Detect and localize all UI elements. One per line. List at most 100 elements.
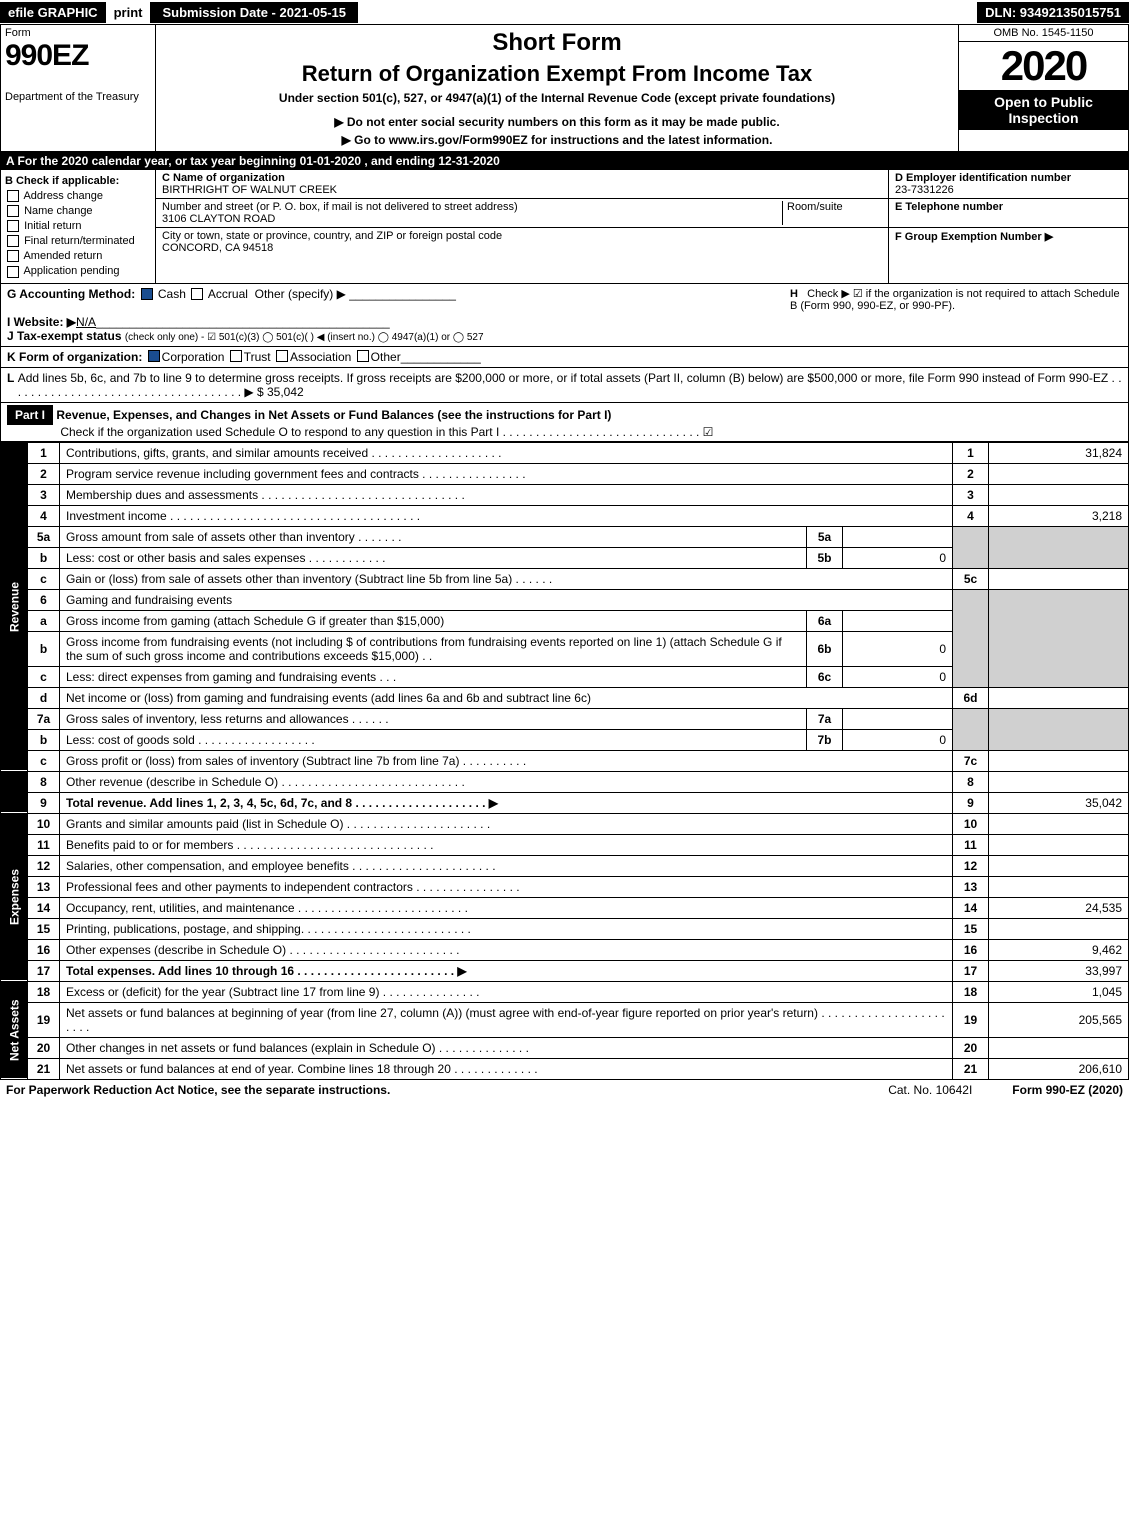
print-link[interactable]: print	[106, 2, 151, 23]
table-row: 20Other changes in net assets or fund ba…	[1, 1037, 1129, 1058]
under-section: Under section 501(c), 527, or 4947(a)(1)…	[164, 91, 950, 105]
cb-label-address: Address change	[23, 190, 103, 202]
paperwork-notice: For Paperwork Reduction Act Notice, see …	[6, 1083, 390, 1097]
table-row: 6Gaming and fundraising events	[1, 589, 1129, 610]
table-row: 8Other revenue (describe in Schedule O) …	[1, 771, 1129, 792]
j-label: J Tax-exempt status	[7, 329, 122, 343]
table-row: 7aGross sales of inventory, less returns…	[1, 708, 1129, 729]
j-detail: (check only one) - ☑ 501(c)(3) ◯ 501(c)(…	[125, 332, 484, 343]
checkbox-address-change[interactable]	[7, 190, 19, 202]
h-text: Check ▶ ☑ if the organization is not req…	[790, 288, 1120, 312]
section-l: L Add lines 5b, 6c, and 7b to line 9 to …	[0, 368, 1129, 403]
form-header: Form 990EZ Department of the Treasury Sh…	[0, 24, 1129, 152]
checkbox-assoc[interactable]	[276, 350, 288, 362]
cb-label-amended: Amended return	[23, 250, 102, 262]
cb-label-application: Application pending	[23, 265, 119, 277]
street-value: 3106 CLAYTON ROAD	[162, 213, 275, 225]
h-label: H	[790, 288, 798, 300]
return-title: Return of Organization Exempt From Incom…	[164, 61, 950, 87]
table-row: 2Program service revenue including gover…	[1, 463, 1129, 484]
k-label: K Form of organization:	[7, 350, 142, 364]
checkbox-initial-return[interactable]	[7, 220, 19, 232]
org-name: BIRTHRIGHT OF WALNUT CREEK	[162, 184, 337, 196]
goto-link[interactable]: ▶ Go to www.irs.gov/Form990EZ for instru…	[164, 133, 950, 147]
top-bar: efile GRAPHIC print Submission Date - 20…	[0, 0, 1129, 24]
table-row: 17Total expenses. Add lines 10 through 1…	[1, 960, 1129, 981]
accrual-label: Accrual	[208, 287, 248, 301]
table-row: 15Printing, publications, postage, and s…	[1, 918, 1129, 939]
header-right: OMB No. 1545-1150 2020 Open to Public In…	[958, 25, 1128, 151]
info-box: B Check if applicable: Address change Na…	[0, 170, 1129, 284]
tax-year: 2020	[959, 42, 1128, 90]
checkbox-name-change[interactable]	[7, 205, 19, 217]
checkbox-corp[interactable]	[148, 350, 160, 362]
tax-year-bar: A For the 2020 calendar year, or tax yea…	[0, 152, 1129, 170]
table-row: cGross profit or (loss) from sales of in…	[1, 750, 1129, 771]
section-k: K Form of organization: Corporation Trus…	[0, 347, 1129, 368]
table-row: 13Professional fees and other payments t…	[1, 876, 1129, 897]
open-public: Open to Public Inspection	[959, 90, 1128, 130]
table-row: cGain or (loss) from sale of assets othe…	[1, 568, 1129, 589]
street-label: Number and street (or P. O. box, if mail…	[162, 201, 518, 213]
dln: DLN: 93492135015751	[977, 2, 1129, 23]
table-row: 5aGross amount from sale of assets other…	[1, 526, 1129, 547]
info-right: D Employer identification number 23-7331…	[888, 170, 1128, 283]
line9-desc: Total revenue. Add lines 1, 2, 3, 4, 5c,…	[66, 796, 498, 810]
cb-label-initial: Initial return	[24, 220, 81, 232]
table-row: Expenses10Grants and similar amounts pai…	[1, 813, 1129, 834]
cb-label-final: Final return/terminated	[24, 235, 135, 247]
part1-title: Revenue, Expenses, and Changes in Net As…	[56, 408, 611, 422]
do-not-enter: ▶ Do not enter social security numbers o…	[164, 115, 950, 129]
part1-header: Part I	[7, 405, 53, 425]
table-row: 19Net assets or fund balances at beginni…	[1, 1002, 1129, 1037]
submission-date: Submission Date - 2021-05-15	[150, 2, 358, 23]
cat-no: Cat. No. 10642I	[888, 1083, 972, 1097]
cash-label: Cash	[158, 287, 186, 301]
checkbox-cash[interactable]	[141, 288, 153, 300]
ein: 23-7331226	[895, 184, 954, 196]
header-center: Short Form Return of Organization Exempt…	[156, 25, 958, 151]
checkbox-accrual[interactable]	[191, 288, 203, 300]
table-row: dNet income or (loss) from gaming and fu…	[1, 687, 1129, 708]
l-label: L	[7, 371, 14, 399]
checkbox-trust[interactable]	[230, 350, 242, 362]
table-row: Revenue 1 Contributions, gifts, grants, …	[1, 442, 1129, 463]
i-label: I Website: ▶	[7, 315, 76, 329]
checkbox-amended[interactable]	[7, 250, 19, 262]
checkbox-other-org[interactable]	[357, 350, 369, 362]
section-g-h: G Accounting Method: Cash Accrual Other …	[0, 284, 1129, 347]
cb-label-name: Name change	[24, 205, 93, 217]
table-row: Net Assets18Excess or (deficit) for the …	[1, 981, 1129, 1002]
website-value: N/A	[76, 315, 96, 329]
table-row: 4Investment income . . . . . . . . . . .…	[1, 505, 1129, 526]
form-footer: Form 990-EZ (2020)	[1012, 1083, 1123, 1097]
checkbox-application[interactable]	[7, 266, 19, 278]
table-row: 11Benefits paid to or for members . . . …	[1, 834, 1129, 855]
city-value: CONCORD, CA 94518	[162, 242, 273, 254]
checkbox-final-return[interactable]	[7, 235, 19, 247]
city-label: City or town, state or province, country…	[162, 230, 502, 242]
table-row: 3Membership dues and assessments . . . .…	[1, 484, 1129, 505]
finance-table: Revenue 1 Contributions, gifts, grants, …	[0, 442, 1129, 1080]
section-b-label: B Check if applicable:	[5, 175, 119, 187]
g-label: G Accounting Method:	[7, 287, 135, 301]
other-label: Other (specify) ▶	[255, 287, 346, 301]
table-row: 14Occupancy, rent, utilities, and mainte…	[1, 897, 1129, 918]
section-b: B Check if applicable: Address change Na…	[1, 170, 156, 283]
section-c: C Name of organization BIRTHRIGHT OF WAL…	[156, 170, 888, 283]
footer: For Paperwork Reduction Act Notice, see …	[0, 1080, 1129, 1100]
e-label: E Telephone number	[895, 201, 1003, 213]
assoc-label: Association	[290, 350, 351, 364]
form-number: 990EZ	[5, 39, 151, 73]
f-label: F Group Exemption Number ▶	[895, 231, 1053, 243]
dept-treasury: Department of the Treasury	[5, 91, 151, 103]
table-row: 16Other expenses (describe in Schedule O…	[1, 939, 1129, 960]
part1-header-row: Part I Revenue, Expenses, and Changes in…	[0, 403, 1129, 442]
side-expenses: Expenses	[1, 813, 28, 981]
table-row: 9Total revenue. Add lines 1, 2, 3, 4, 5c…	[1, 792, 1129, 813]
d-label: D Employer identification number	[895, 172, 1071, 184]
table-row: 12Salaries, other compensation, and empl…	[1, 855, 1129, 876]
table-row: 21Net assets or fund balances at end of …	[1, 1058, 1129, 1079]
side-net-assets: Net Assets	[1, 981, 28, 1079]
c-name-label: C Name of organization	[162, 172, 285, 184]
